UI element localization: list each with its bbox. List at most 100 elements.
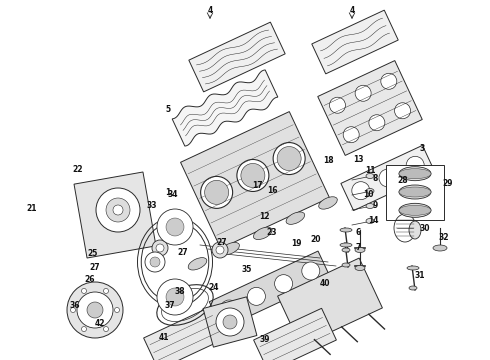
Text: 6: 6 [355,228,361,237]
Text: 17: 17 [252,180,262,189]
Ellipse shape [355,266,365,270]
Text: 30: 30 [420,224,430,233]
Ellipse shape [355,248,365,252]
Circle shape [329,97,345,113]
Circle shape [150,257,160,267]
Circle shape [96,188,140,232]
Text: 35: 35 [242,266,252,274]
Circle shape [381,73,397,89]
Circle shape [302,262,320,280]
Circle shape [274,275,293,293]
Ellipse shape [399,169,431,179]
Ellipse shape [407,266,419,270]
Circle shape [237,159,269,192]
Text: 14: 14 [368,216,378,225]
Ellipse shape [342,263,350,267]
Circle shape [379,169,397,187]
Circle shape [71,307,75,312]
Text: 25: 25 [88,249,98,258]
Circle shape [223,315,237,329]
Text: 12: 12 [259,212,269,220]
Text: 38: 38 [175,287,185,296]
Polygon shape [209,251,331,329]
Polygon shape [341,145,435,211]
Ellipse shape [366,189,374,194]
Circle shape [103,327,108,332]
Circle shape [103,288,108,293]
Circle shape [343,127,359,143]
Ellipse shape [342,248,350,252]
Polygon shape [189,22,285,92]
Ellipse shape [286,212,305,224]
Circle shape [166,218,184,236]
Polygon shape [144,306,226,360]
Ellipse shape [399,205,431,215]
Circle shape [212,242,228,258]
Circle shape [355,85,371,101]
Text: 29: 29 [443,179,453,188]
Circle shape [145,252,165,272]
Text: 18: 18 [323,156,333,165]
Ellipse shape [340,228,352,232]
Circle shape [81,327,87,332]
Circle shape [369,115,385,131]
Text: 10: 10 [363,189,373,198]
Ellipse shape [409,286,417,290]
Circle shape [216,308,244,336]
Ellipse shape [253,227,272,239]
Ellipse shape [221,242,240,255]
Text: 27: 27 [217,238,227,247]
Text: 5: 5 [166,104,171,113]
Text: 4: 4 [349,5,355,14]
Circle shape [156,244,164,252]
Text: 32: 32 [439,233,449,242]
Circle shape [277,147,301,171]
Text: 4: 4 [207,5,213,14]
Polygon shape [278,258,382,346]
Circle shape [220,300,238,318]
Text: 37: 37 [165,301,175,310]
Ellipse shape [399,187,431,197]
Text: 40: 40 [320,279,330,288]
Circle shape [77,292,113,328]
Circle shape [216,246,224,254]
Circle shape [67,282,123,338]
Circle shape [166,288,184,306]
Text: 24: 24 [209,284,219,292]
Circle shape [273,143,305,175]
Bar [386,165,444,220]
Text: 42: 42 [95,319,105,328]
Circle shape [152,240,168,256]
Text: 23: 23 [267,228,277,237]
Ellipse shape [366,203,374,208]
Text: 11: 11 [365,166,375,175]
Circle shape [106,198,130,222]
Text: 8: 8 [372,174,378,183]
Circle shape [352,182,370,200]
Ellipse shape [188,258,207,270]
Text: 7: 7 [355,243,361,252]
Polygon shape [180,112,329,248]
Text: 16: 16 [267,185,277,194]
Text: 36: 36 [70,302,80,310]
Polygon shape [74,172,156,258]
Text: 22: 22 [73,165,83,174]
Circle shape [205,180,229,204]
Circle shape [241,163,265,188]
Polygon shape [203,297,257,347]
Circle shape [394,103,411,119]
Ellipse shape [340,243,352,247]
Polygon shape [254,308,336,360]
Ellipse shape [433,245,447,251]
Ellipse shape [399,185,431,199]
Ellipse shape [399,167,431,181]
Ellipse shape [318,197,337,209]
Circle shape [115,307,120,312]
Text: 31: 31 [415,270,425,279]
Ellipse shape [366,174,374,179]
Text: 26: 26 [85,275,95,284]
Text: 33: 33 [147,201,157,210]
Circle shape [113,205,123,215]
Text: 13: 13 [353,154,363,163]
Circle shape [157,279,193,315]
